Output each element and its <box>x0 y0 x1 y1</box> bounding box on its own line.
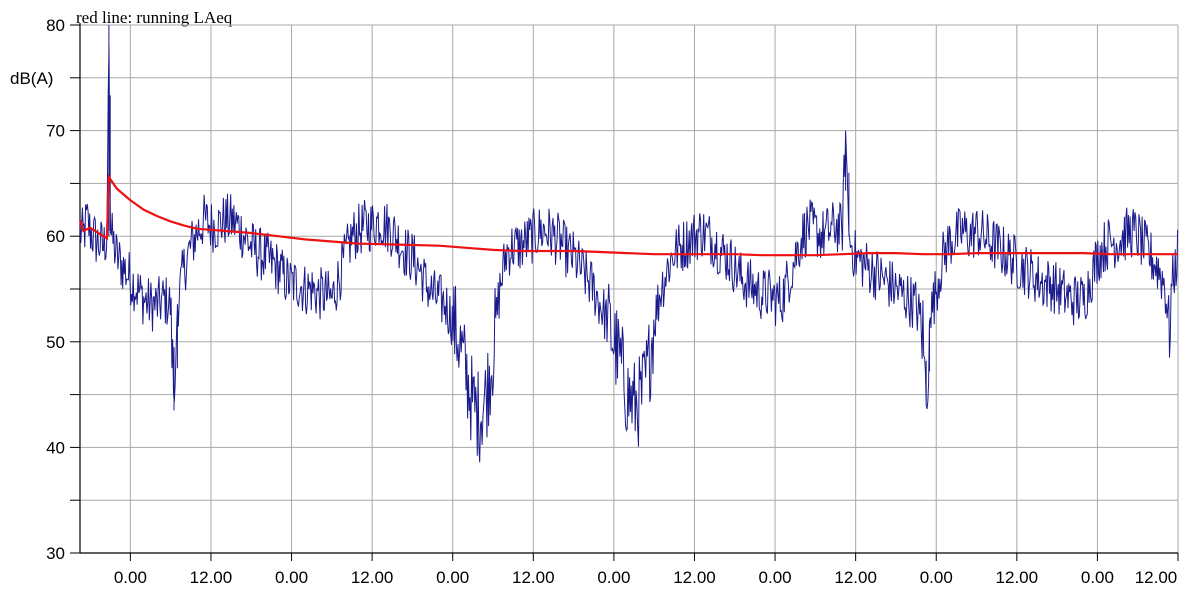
x-tick-label: 0.00 <box>1081 568 1114 587</box>
x-tick-label: 0.00 <box>920 568 953 587</box>
x-tick-label: 12.00 <box>190 568 233 587</box>
axes <box>70 23 1179 561</box>
y-tick-label: 60 <box>46 227 65 246</box>
series-running-laeq <box>78 173 1178 257</box>
grid <box>80 24 1179 554</box>
laeq-line <box>78 173 1178 257</box>
y-tick-label: 80 <box>46 16 65 35</box>
x-tick-label: 12.00 <box>512 568 555 587</box>
x-tick-label: 12.00 <box>996 568 1039 587</box>
level-line <box>79 25 1179 463</box>
x-tick-label: 0.00 <box>436 568 469 587</box>
x-tick-label: 12.00 <box>834 568 877 587</box>
x-tick-label: 12.00 <box>351 568 394 587</box>
y-tick-label: 40 <box>46 438 65 457</box>
chart-title: red line: running LAeq <box>76 8 233 27</box>
y-tick-label: 30 <box>46 544 65 563</box>
x-tick-label: 12.00 <box>673 568 716 587</box>
y-tick-label: 50 <box>46 333 65 352</box>
x-tick-labels: 0.00 12.00 0.00 12.00 0.00 12.00 0.00 12.00 0.00… <box>114 568 1177 587</box>
x-tick-label: 0.00 <box>275 568 308 587</box>
x-tick-label: 0.00 <box>114 568 147 587</box>
series-level <box>79 25 1179 463</box>
x-tick-label: 0.00 <box>597 568 630 587</box>
x-tick-label: 12.00 <box>1135 568 1178 587</box>
y-axis-unit-label: dB(A) <box>10 69 53 88</box>
y-tick-label: 70 <box>46 122 65 141</box>
x-tick-label: 0.00 <box>759 568 792 587</box>
y-tick-labels: 30 40 50 60 70 80 <box>46 16 65 563</box>
